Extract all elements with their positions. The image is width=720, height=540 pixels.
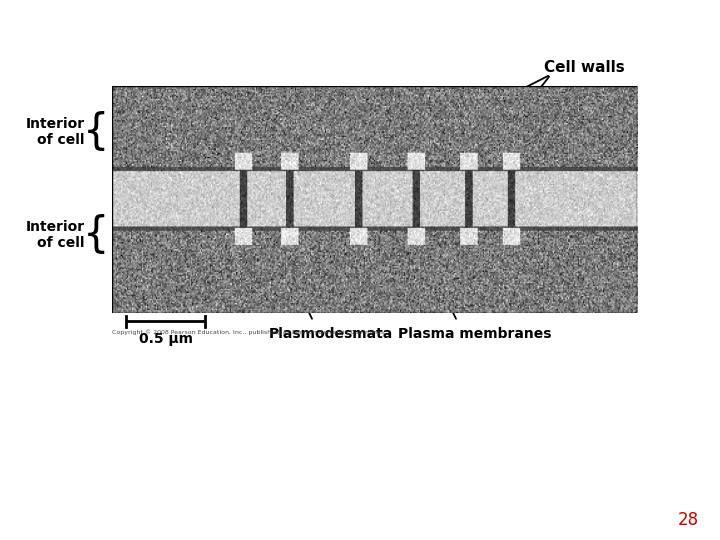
Text: Plasma membranes: Plasma membranes: [398, 327, 552, 341]
Text: {: {: [83, 111, 109, 153]
Text: 0.5 µm: 0.5 µm: [138, 332, 193, 346]
Text: Plasmodesmata: Plasmodesmata: [269, 327, 393, 341]
Text: 28: 28: [678, 511, 698, 529]
Text: {: {: [83, 214, 109, 256]
Text: Copyright © 2008 Pearson Education, Inc., publishing as Pearson Benjamin Cumming: Copyright © 2008 Pearson Education, Inc.…: [112, 329, 386, 335]
Text: Cell walls: Cell walls: [544, 60, 624, 75]
Text: Interior
of cell: Interior of cell: [26, 220, 85, 250]
Text: Interior
of cell: Interior of cell: [26, 117, 85, 147]
Bar: [112, 86, 637, 313]
